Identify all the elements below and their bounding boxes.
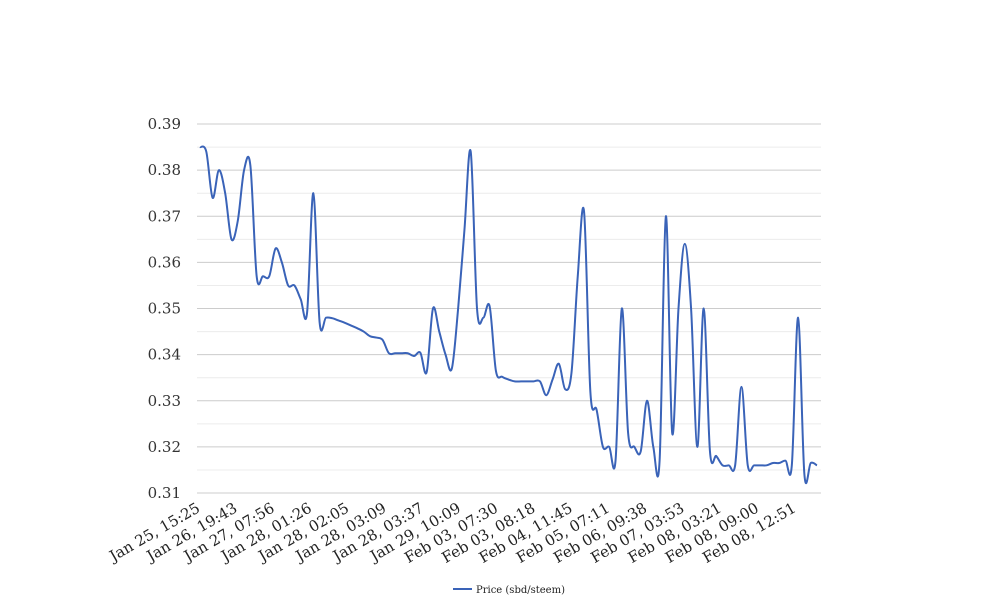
- legend-label-price: Price (sbd/steem): [476, 585, 565, 596]
- y-tick-label: 0.32: [148, 438, 181, 456]
- y-tick-label: 0.34: [148, 346, 181, 364]
- y-tick-label: 0.36: [148, 253, 181, 271]
- y-tick-label: 0.38: [148, 161, 181, 179]
- series-line-price: [199, 145, 818, 485]
- y-axis-tick-labels: 0.39 0.38 0.37 0.36 0.35 0.34 0.33 0.32 0.31: [148, 115, 181, 502]
- y-tick-label: 0.35: [148, 300, 181, 318]
- y-tick-label: 0.39: [148, 115, 181, 133]
- y-tick-label: 0.31: [148, 484, 181, 502]
- y-tick-label: 0.37: [148, 207, 181, 225]
- series-layer: [199, 145, 818, 485]
- legend: Price (sbd/steem): [453, 585, 565, 596]
- y-tick-label: 0.33: [148, 392, 181, 410]
- gridlines: [197, 123, 821, 494]
